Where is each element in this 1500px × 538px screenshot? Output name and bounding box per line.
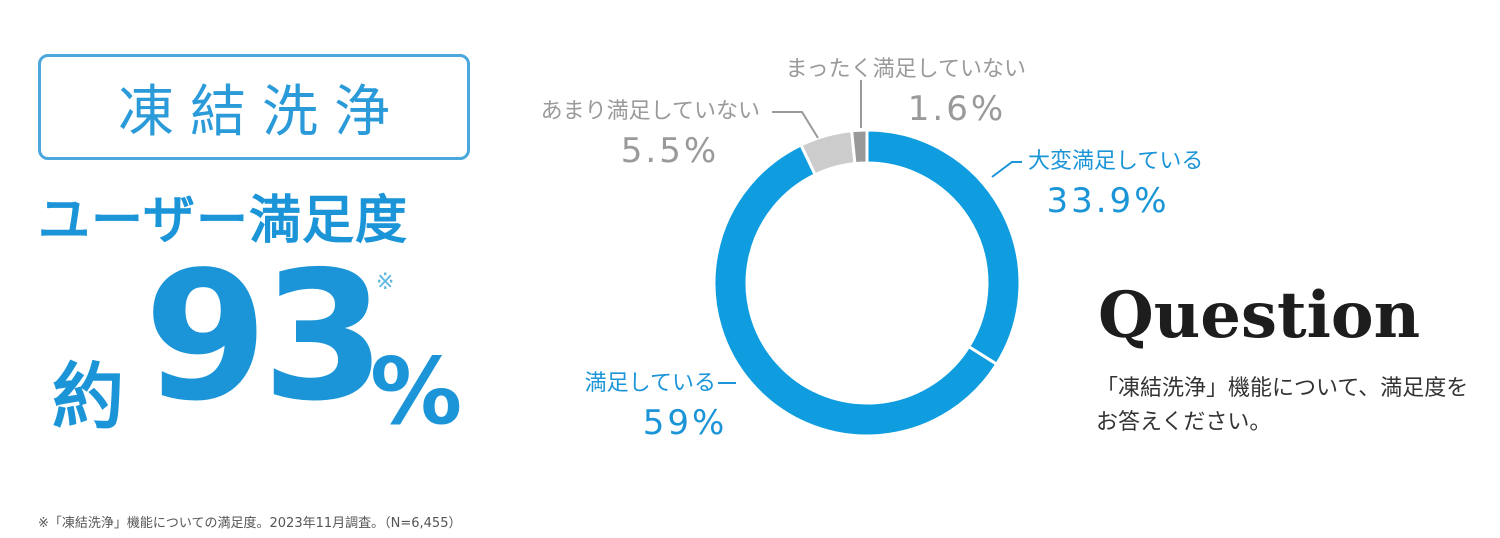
satisfaction-subtitle: ユーザー満足度 xyxy=(38,191,408,251)
question-heading: Question xyxy=(1098,278,1421,353)
slice-category-label-1: 満足している xyxy=(585,371,716,396)
slice-value-label-2: 5.5% xyxy=(621,131,719,171)
feature-title-box: 凍結洗浄 xyxy=(38,54,470,160)
slice-value-label-0: 33.9% xyxy=(1046,181,1169,221)
percentage-number: 93 xyxy=(144,233,386,440)
percentage-unit: % xyxy=(370,338,463,445)
donut-slice-3 xyxy=(850,128,869,166)
leader-line-2 xyxy=(772,111,819,139)
footnote: ※「凍結洗浄」機能についての満足度。2023年11月調査。（N=6,455） xyxy=(38,516,462,531)
approx-prefix: 約 xyxy=(52,355,125,439)
slice-category-label-3: まったく満足していない xyxy=(786,57,1026,82)
slice-value-label-1: 59% xyxy=(643,403,728,443)
note-mark: ※ xyxy=(376,270,395,295)
donut-slice-1 xyxy=(712,142,999,438)
feature-title: 凍結洗浄 xyxy=(118,79,406,145)
slice-category-label-2: あまり満足していない xyxy=(541,99,760,124)
slice-value-label-3: 1.6% xyxy=(908,89,1006,129)
headline-percentage: 約 93 % ※ xyxy=(52,248,492,458)
leader-line-0 xyxy=(991,161,1022,178)
satisfaction-donut-chart: 大変満足している 33.9% 満足している 59% あまり満足していない 5.5% まったく… xyxy=(541,57,1204,443)
slice-category-label-0: 大変満足している xyxy=(1028,149,1203,174)
donut-slice-0 xyxy=(865,128,1022,367)
question-text: 「凍結洗浄」機能について、満足度をお答えください。 xyxy=(1096,376,1469,435)
